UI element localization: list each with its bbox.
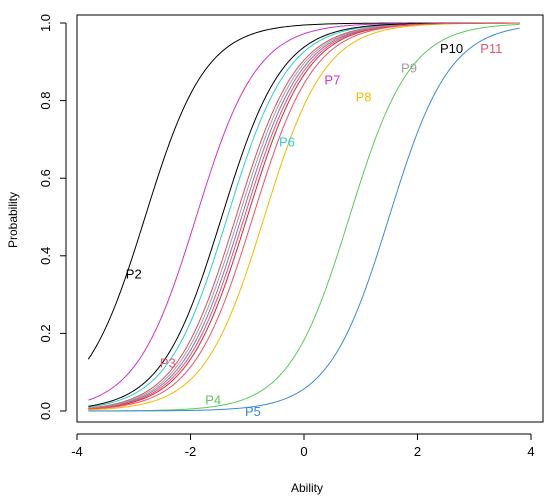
- y-tick-label: 0.8: [38, 92, 53, 110]
- series-label-p11: P11: [480, 41, 502, 56]
- y-tick-label: 0.6: [38, 169, 53, 187]
- curve-p6: [88, 22, 520, 408]
- curve-p4: [88, 23, 520, 412]
- series-label-p2: P2: [126, 266, 142, 281]
- curve-p10: [88, 22, 520, 407]
- x-tick-label: -2: [185, 444, 197, 459]
- y-tick-label: 0.0: [38, 402, 53, 420]
- x-tick-label: 4: [527, 444, 534, 459]
- series-label-p10: P10: [440, 41, 463, 56]
- curve-p8: [88, 22, 520, 411]
- curve-p3: [88, 22, 520, 410]
- extra-curve-3: [88, 22, 520, 409]
- series-label-p6: P6: [279, 134, 295, 149]
- series-label-p9: P9: [401, 61, 417, 76]
- x-axis-title: Ability: [291, 481, 323, 495]
- series-label-p7: P7: [324, 72, 340, 87]
- y-axis-title: Probability: [6, 192, 20, 248]
- curve-p11: [88, 22, 520, 410]
- x-tick-label: -4: [71, 444, 83, 459]
- x-tick-label: 2: [414, 444, 421, 459]
- curve-p2: [87, 22, 520, 360]
- series-label-p3: P3: [160, 356, 176, 371]
- curve-p7: [88, 22, 520, 401]
- series-label-p4: P4: [205, 392, 221, 407]
- curve-p9: [88, 22, 520, 409]
- y-tick-label: 1.0: [38, 14, 53, 32]
- y-tick-label: 0.2: [38, 324, 53, 342]
- series-label-p5: P5: [245, 404, 261, 419]
- x-tick-label: 0: [300, 444, 307, 459]
- extra-curve-2: [88, 22, 520, 410]
- plot-frame: [76, 14, 544, 423]
- extra-curve-1: [88, 22, 520, 410]
- series-label-p8: P8: [356, 90, 372, 105]
- y-tick-label: 0.4: [38, 247, 53, 265]
- curve-p5: [88, 27, 520, 412]
